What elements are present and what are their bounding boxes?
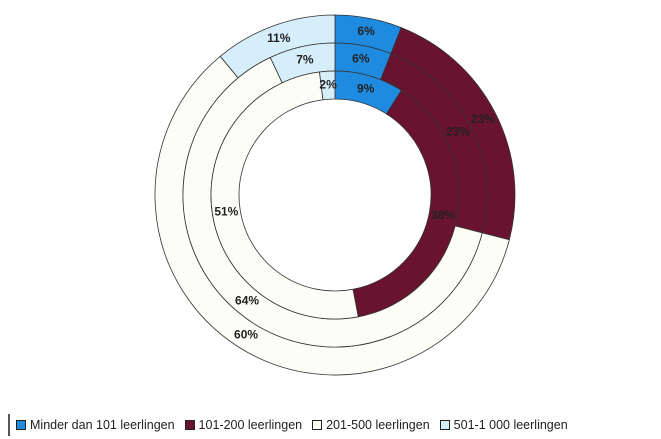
legend-swatch xyxy=(439,420,450,430)
data-label: 6% xyxy=(352,52,370,66)
data-label: 51% xyxy=(214,204,238,218)
legend-item: 201-500 leerlingen xyxy=(312,418,430,432)
data-label: 6% xyxy=(357,24,375,38)
legend-swatch xyxy=(16,420,26,430)
legend-label: Minder dan 101 leerlingen xyxy=(30,418,175,432)
legend-item: 501-1 000 leerlingen xyxy=(439,418,568,432)
data-label: 2% xyxy=(319,77,337,91)
legend-swatch xyxy=(184,420,195,430)
data-label: 38% xyxy=(431,208,455,222)
legend-label: 501-1 000 leerlingen xyxy=(453,418,568,432)
data-label: 60% xyxy=(234,327,258,341)
data-label: 64% xyxy=(235,294,259,308)
data-label: 9% xyxy=(357,82,375,96)
legend: Minder dan 101 leerlingen 101-200 leerlin… xyxy=(8,414,658,436)
data-label: 23% xyxy=(446,125,470,139)
legend-label: 101-200 leerlingen xyxy=(198,418,303,432)
data-label: 7% xyxy=(296,52,314,66)
donut-segment xyxy=(319,70,336,101)
data-label: 11% xyxy=(267,31,291,45)
donut-segment xyxy=(210,71,359,320)
legend-label: 201-500 leerlingen xyxy=(326,418,430,432)
legend-item: 101-200 leerlingen xyxy=(184,418,303,432)
data-label: 23% xyxy=(471,112,495,126)
legend-item: Minder dan 101 leerlingen xyxy=(16,418,175,432)
legend-swatch xyxy=(312,420,323,430)
chart: 6% 23% 60% 11% 6% 23% 64% 7% 9% 38% 51% 2% xyxy=(154,14,516,376)
